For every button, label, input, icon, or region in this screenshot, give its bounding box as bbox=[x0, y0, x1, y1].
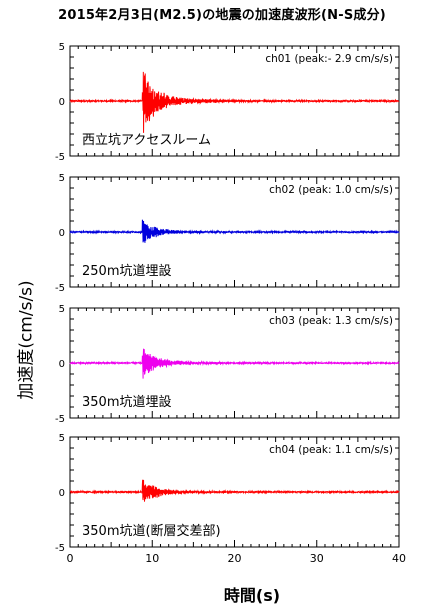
y-tick-label: -5 bbox=[55, 152, 65, 163]
y-tick-label: 0 bbox=[59, 228, 65, 239]
y-tick-label: 5 bbox=[59, 304, 65, 315]
x-tick-label: 30 bbox=[310, 552, 324, 565]
waveform-ch02 bbox=[69, 219, 400, 243]
waveform-ch04 bbox=[69, 479, 400, 502]
location-label: 西立坑アクセスルーム bbox=[82, 133, 211, 148]
x-tick-label: 40 bbox=[392, 552, 406, 565]
chart-title: 2015年2月3日(M2.5)の地震の加速度波形(N-S成分) bbox=[58, 8, 386, 23]
y-tick-label: 0 bbox=[59, 359, 65, 370]
y-tick-label: -5 bbox=[55, 543, 65, 554]
y-tick-label: -5 bbox=[55, 283, 65, 294]
y-tick-label: 5 bbox=[59, 433, 65, 444]
y-tick-label: 5 bbox=[59, 173, 65, 184]
location-label: 350m坑道(断層交差部) bbox=[82, 523, 221, 539]
peak-label: ch04 (peak: 1.1 cm/s/s) bbox=[269, 444, 393, 456]
x-tick-label: 0 bbox=[67, 552, 74, 565]
peak-label: ch01 (peak:- 2.9 cm/s/s) bbox=[265, 53, 393, 65]
y-tick-label: 5 bbox=[59, 42, 65, 53]
y-tick-label: -5 bbox=[55, 414, 65, 425]
y-tick-label: 0 bbox=[59, 488, 65, 499]
y-tick-label: 0 bbox=[59, 97, 65, 108]
panel-ch02: -5 0 5 ch02 (peak: 1.0 cm/s/s) 250m坑道埋設 bbox=[55, 173, 400, 294]
x-tick-label: 20 bbox=[228, 552, 242, 565]
peak-label: ch03 (peak: 1.3 cm/s/s) bbox=[269, 315, 393, 327]
panel-ch04: -5 0 5 ch04 (peak: 1.1 cm/s/s) 350m坑道(断層交差部) bbox=[55, 433, 400, 554]
waveform-ch01 bbox=[69, 71, 400, 133]
waveform-ch03 bbox=[69, 348, 400, 379]
location-label: 350m坑道埋設 bbox=[82, 394, 171, 410]
panel-ch03: -5 0 5 ch03 (peak: 1.3 cm/s/s) 350m坑道埋設 bbox=[55, 304, 400, 425]
panel-ch01: -5 0 5 ch01 (peak:- 2.9 cm/s/s) 西立坑アクセスルーム bbox=[55, 42, 400, 163]
x-axis-label: 時間(s) bbox=[223, 586, 281, 605]
x-tick-label: 10 bbox=[145, 552, 159, 565]
peak-label: ch02 (peak: 1.0 cm/s/s) bbox=[269, 184, 393, 196]
location-label: 250m坑道埋設 bbox=[82, 263, 171, 279]
